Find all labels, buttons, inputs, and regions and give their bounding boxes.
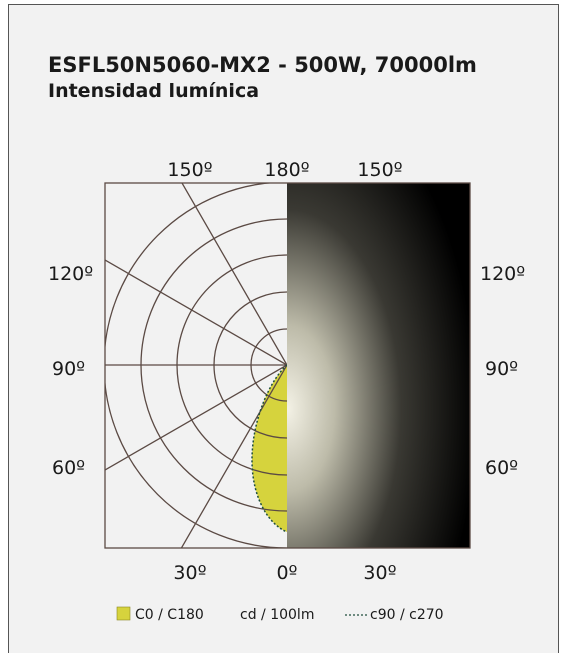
c0-curve: [252, 365, 287, 532]
angle-label: 180º: [264, 159, 309, 181]
light-distribution: [287, 183, 470, 548]
legend-label: c90 / c270: [370, 607, 444, 623]
title: ESFL50N5060-MX2 - 500W, 70000lm: [48, 53, 477, 77]
polar-grid: [105, 183, 287, 548]
angle-label: 150º: [357, 159, 402, 181]
angle-label: 90º: [52, 358, 85, 380]
legend-unit: cd / 100lm: [240, 607, 314, 623]
angle-label: 0º: [276, 562, 297, 584]
legend-label: C0 / C180: [135, 607, 204, 623]
frame: [104, 182, 471, 549]
angle-label: 30º: [173, 562, 206, 584]
angle-label: 60º: [52, 457, 85, 479]
angle-label: 60º: [485, 457, 518, 479]
angle-label: 150º: [167, 159, 212, 181]
angle-label: 90º: [485, 358, 518, 380]
legend-swatch: [116, 606, 131, 621]
angle-label: 120º: [48, 263, 93, 285]
subtitle: Intensidad lumínica: [48, 80, 259, 102]
angle-label: 120º: [480, 263, 525, 285]
angle-label: 30º: [363, 562, 396, 584]
